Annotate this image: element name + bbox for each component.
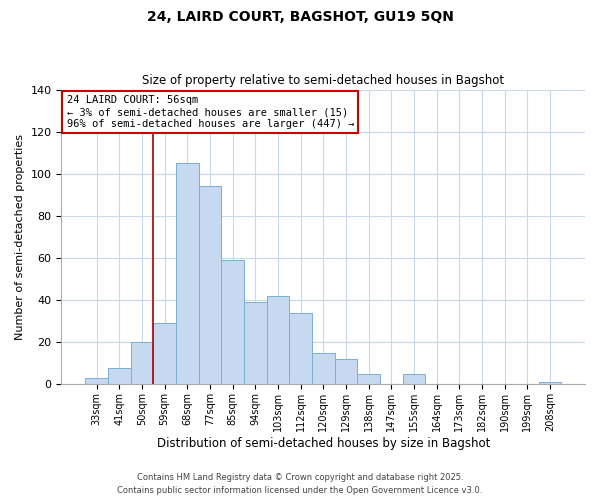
Bar <box>357 374 380 384</box>
Text: 24, LAIRD COURT, BAGSHOT, GU19 5QN: 24, LAIRD COURT, BAGSHOT, GU19 5QN <box>146 10 454 24</box>
Bar <box>266 296 289 384</box>
Bar <box>108 368 131 384</box>
Title: Size of property relative to semi-detached houses in Bagshot: Size of property relative to semi-detach… <box>142 74 504 87</box>
Bar <box>199 186 221 384</box>
Bar <box>85 378 108 384</box>
Y-axis label: Number of semi-detached properties: Number of semi-detached properties <box>15 134 25 340</box>
Bar <box>131 342 153 384</box>
Bar <box>153 324 176 384</box>
Bar <box>539 382 561 384</box>
Text: Contains HM Land Registry data © Crown copyright and database right 2025.
Contai: Contains HM Land Registry data © Crown c… <box>118 474 482 495</box>
Bar <box>176 164 199 384</box>
Bar <box>289 313 312 384</box>
Bar <box>221 260 244 384</box>
Bar <box>403 374 425 384</box>
Bar <box>335 359 357 384</box>
Bar <box>244 302 266 384</box>
Text: 24 LAIRD COURT: 56sqm
← 3% of semi-detached houses are smaller (15)
96% of semi-: 24 LAIRD COURT: 56sqm ← 3% of semi-detac… <box>67 96 354 128</box>
X-axis label: Distribution of semi-detached houses by size in Bagshot: Distribution of semi-detached houses by … <box>157 437 490 450</box>
Bar <box>312 353 335 384</box>
